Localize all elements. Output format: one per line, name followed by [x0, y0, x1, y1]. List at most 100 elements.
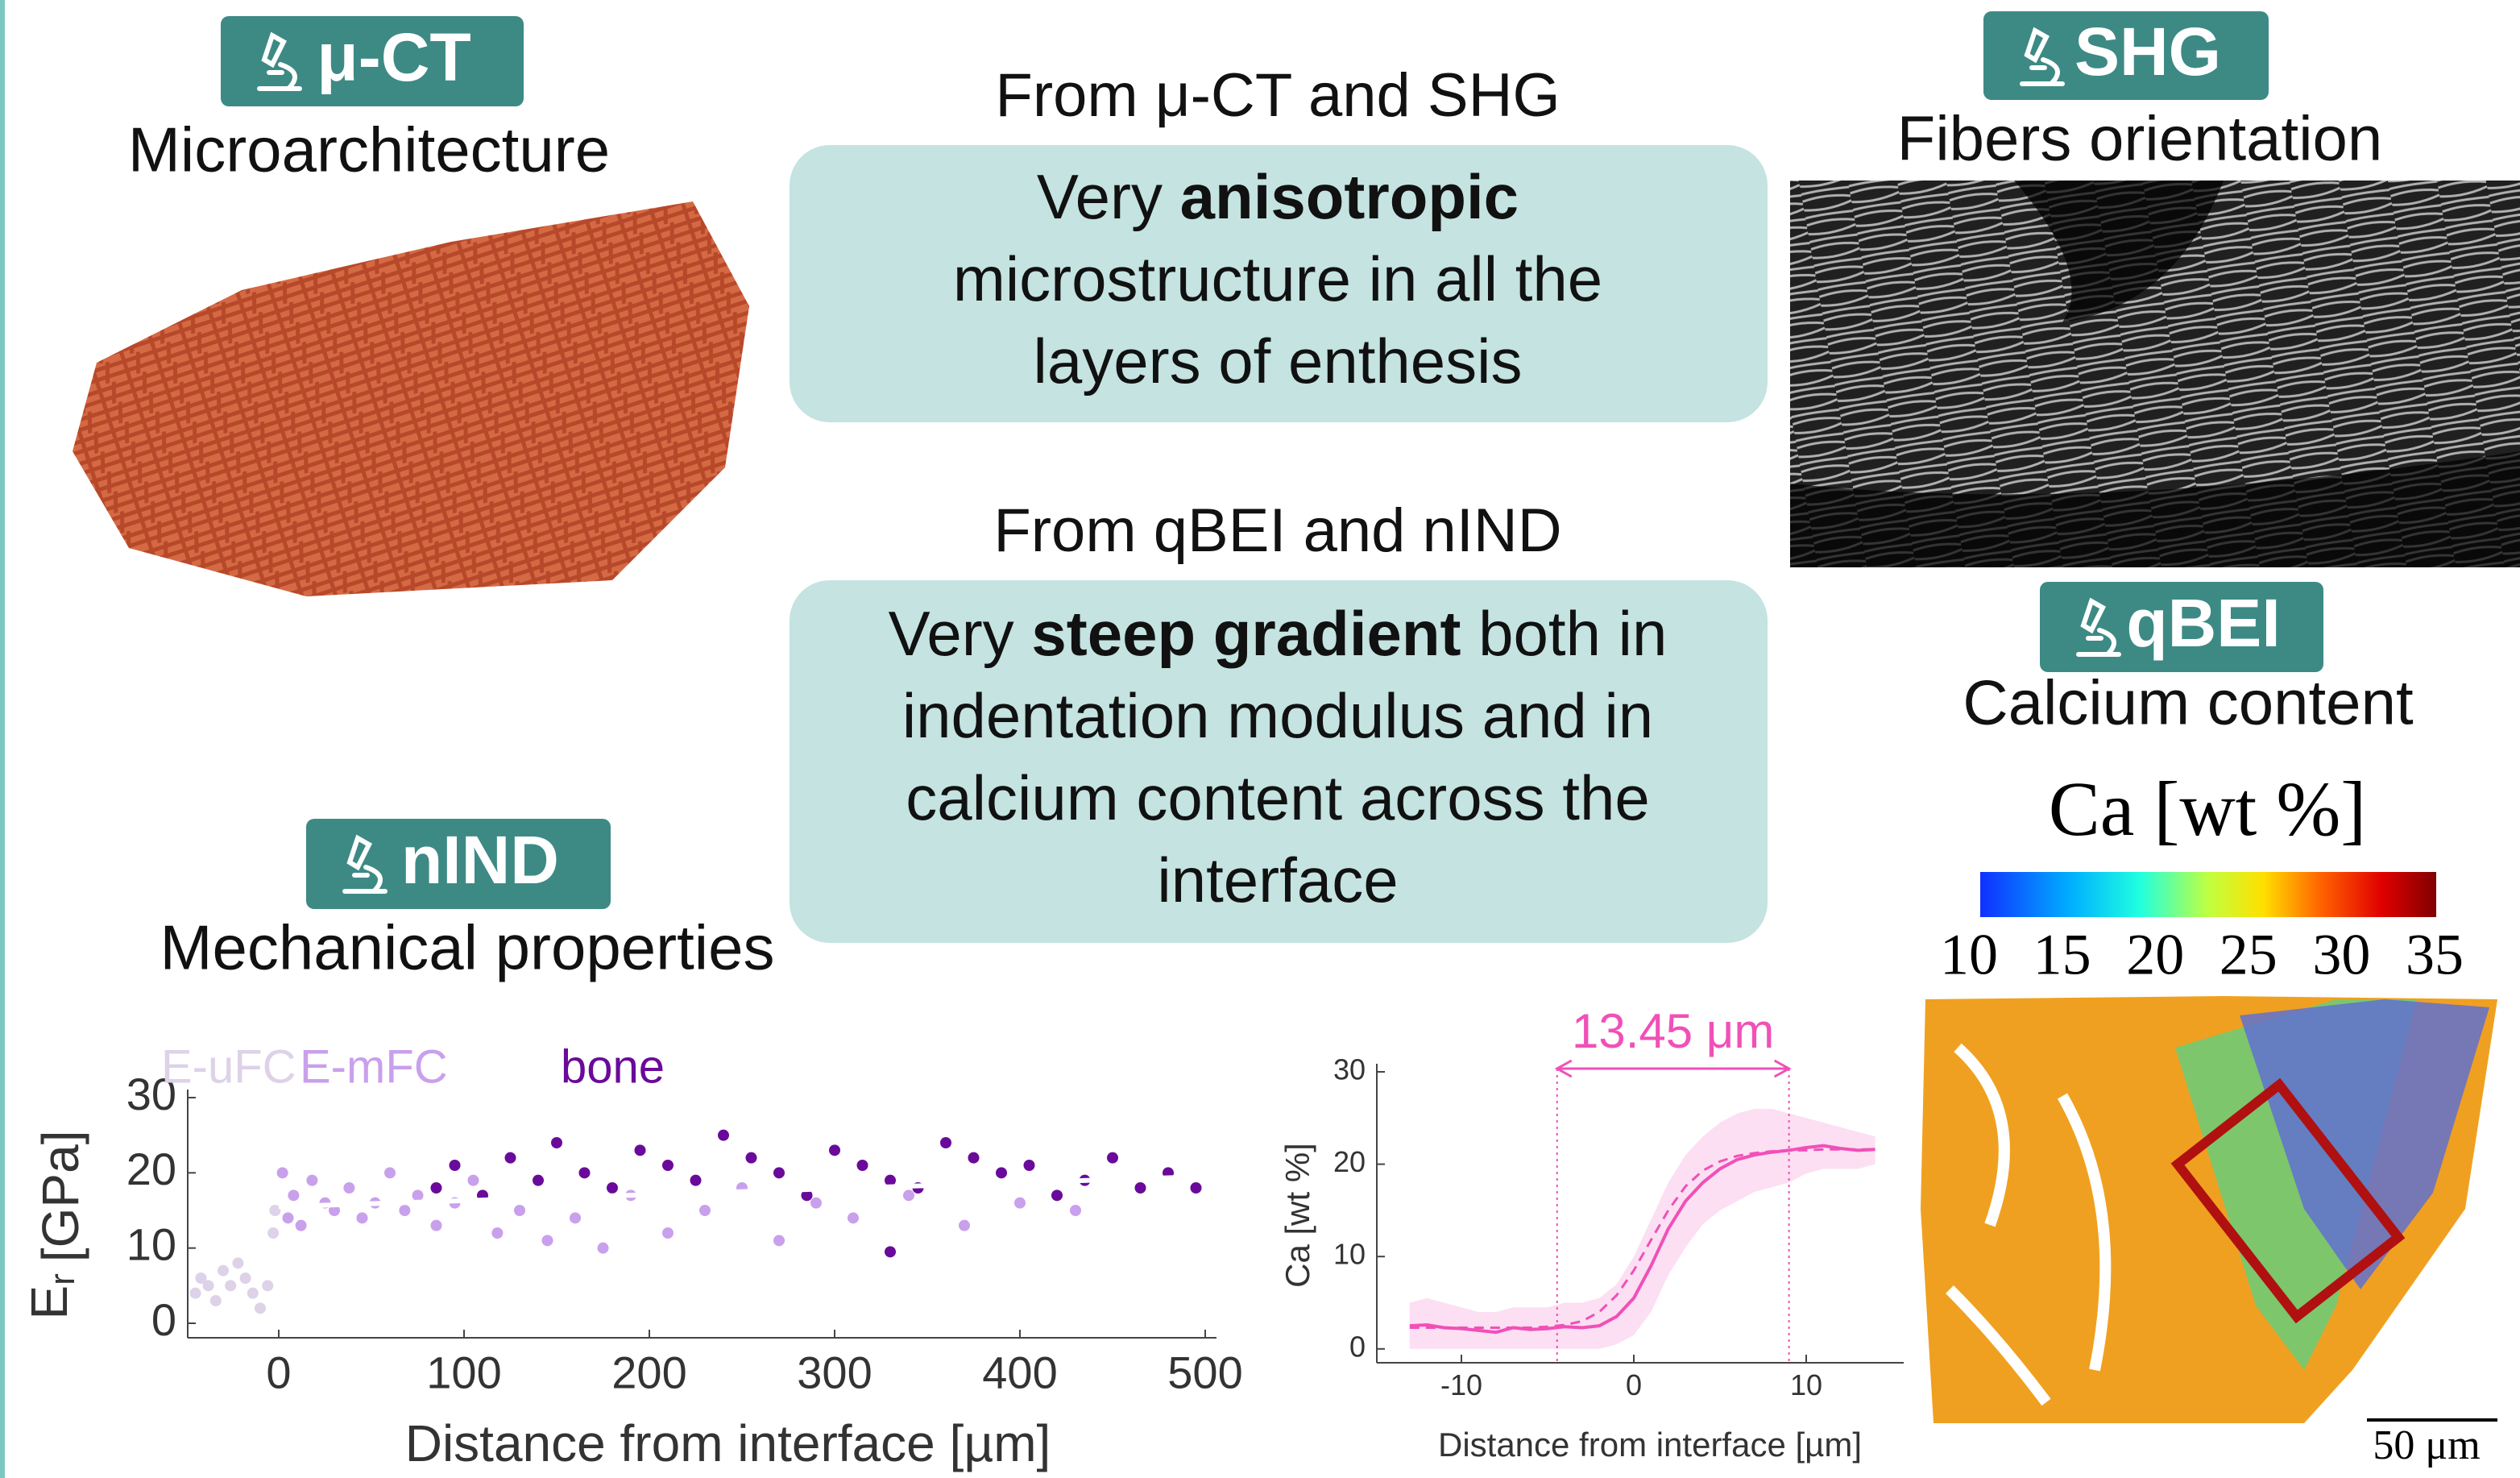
finding-heading: From qBEI and nIND — [993, 496, 1561, 565]
annotation-label: 13.45 μm — [1572, 1004, 1774, 1058]
point — [283, 1212, 294, 1223]
x-tick-label: 0 — [266, 1347, 291, 1397]
finding-text: anisotropic — [1180, 161, 1519, 232]
y-tick-label: 0 — [1349, 1330, 1366, 1363]
panel-caption: Fibers orientation — [1897, 103, 2383, 174]
x-axis-label: Distance from interface [µm] — [1438, 1426, 1862, 1463]
y-tick-label: 10 — [126, 1219, 176, 1269]
point — [810, 1198, 822, 1209]
point — [1107, 1152, 1118, 1164]
point — [718, 1130, 729, 1141]
point — [848, 1212, 859, 1223]
point — [857, 1160, 868, 1171]
point — [940, 1137, 951, 1148]
point — [190, 1288, 201, 1299]
point — [240, 1272, 251, 1284]
x-tick-label: 0 — [1626, 1368, 1642, 1401]
badge-label: nIND — [401, 822, 559, 898]
point — [533, 1175, 544, 1186]
y-tick-label: 20 — [126, 1144, 176, 1194]
x-axis-label: Distance from interface [µm] — [405, 1414, 1051, 1472]
point — [996, 1167, 1007, 1178]
colorbar-tick-label: 25 — [2220, 923, 2278, 987]
finding-line: microstructure in all the — [953, 243, 1602, 314]
page: 50 μm Ca [wt %] 101520253035 μ-CTMicroar… — [0, 0, 2520, 1478]
colorbar-tick-label: 20 — [2126, 923, 2184, 987]
point — [690, 1175, 702, 1186]
point — [514, 1205, 525, 1216]
point — [746, 1152, 757, 1164]
point — [255, 1302, 266, 1314]
scale-bar-label: 50 μm — [2373, 1422, 2480, 1468]
point — [662, 1160, 674, 1171]
x-tick-label: 100 — [426, 1347, 501, 1397]
point — [903, 1189, 914, 1201]
point — [491, 1227, 503, 1239]
point — [959, 1220, 970, 1231]
point — [468, 1175, 479, 1186]
y-axis-label: Er[GPa] — [20, 1131, 89, 1320]
point — [203, 1280, 214, 1291]
poster: 50 μm Ca [wt %] 101520253035 μ-CTMicroar… — [0, 0, 2520, 1478]
point — [384, 1167, 396, 1178]
legend-entry: bone — [561, 1040, 665, 1093]
point — [277, 1167, 288, 1178]
point — [505, 1152, 516, 1164]
point — [225, 1280, 236, 1291]
x-tick-label: 400 — [982, 1347, 1057, 1397]
point — [357, 1212, 368, 1223]
point — [210, 1295, 222, 1306]
point — [450, 1160, 461, 1171]
point — [1024, 1160, 1035, 1171]
y-axis-label: Ca [wt %] — [1279, 1143, 1316, 1288]
annotation-arrow — [1557, 1061, 1789, 1077]
badge-label: SHG — [2074, 14, 2221, 89]
panel-caption: Mechanical properties — [160, 912, 774, 983]
point — [551, 1137, 562, 1148]
finding-line: layers of enthesis — [1034, 326, 1523, 396]
x-tick-label: 200 — [611, 1347, 686, 1397]
point — [1014, 1198, 1026, 1209]
finding-line: Very anisotropic — [1037, 161, 1519, 232]
point — [218, 1265, 229, 1277]
point — [579, 1167, 591, 1178]
x-tick-label: 500 — [1167, 1347, 1242, 1397]
point — [262, 1280, 273, 1291]
colorbar — [1980, 872, 2436, 917]
finding-text: layers of enthesis — [1034, 326, 1523, 396]
point — [1191, 1182, 1202, 1194]
legend-entry: E-mFC — [300, 1040, 448, 1093]
point — [343, 1182, 354, 1194]
badge-label: qBEI — [2126, 585, 2280, 661]
x-tick-label: -10 — [1440, 1368, 1482, 1401]
finding-text: microstructure in all the — [953, 243, 1602, 314]
micro-ct-render — [73, 201, 749, 596]
y-label-sub: r — [43, 1273, 82, 1285]
point — [773, 1235, 785, 1246]
y-tick-label: 10 — [1333, 1238, 1366, 1271]
point — [699, 1205, 711, 1216]
finding-text: steep gradient — [1031, 598, 1461, 669]
legend-entry: E-uFC — [161, 1040, 296, 1093]
point — [296, 1220, 307, 1231]
point — [232, 1257, 243, 1268]
x-tick-label: 300 — [797, 1347, 872, 1397]
y-tick-label: 30 — [1333, 1053, 1366, 1086]
finding-text: Very — [889, 598, 1032, 669]
colorbar-tick-label: 30 — [2312, 923, 2370, 987]
point — [431, 1182, 442, 1194]
point — [607, 1182, 618, 1194]
finding-text: calcium content across the — [906, 762, 1649, 833]
point — [662, 1227, 674, 1239]
point — [399, 1205, 410, 1216]
point — [288, 1189, 299, 1201]
finding-text: both in — [1461, 598, 1668, 669]
point — [570, 1212, 581, 1223]
finding-line: interface — [1157, 845, 1398, 915]
finding-line: indentation modulus and in — [902, 680, 1653, 751]
point — [412, 1189, 424, 1201]
point — [1051, 1189, 1063, 1201]
y-label-unit: [GPa] — [31, 1131, 89, 1263]
